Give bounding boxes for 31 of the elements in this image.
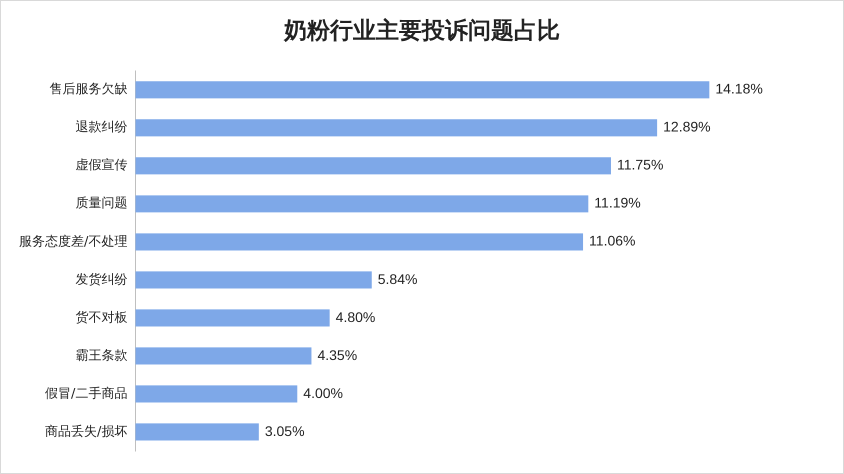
bar xyxy=(135,195,588,212)
data-label: 11.06% xyxy=(589,232,636,249)
y-tick-label: 服务态度差/不处理 xyxy=(18,233,128,250)
data-label: 4.00% xyxy=(303,384,343,401)
data-label: 11.19% xyxy=(594,194,641,211)
data-label: 4.80% xyxy=(336,308,376,325)
bar xyxy=(135,81,710,98)
y-tick-label: 假冒/二手商品 xyxy=(44,386,128,402)
y-tick-label: 霸王条款 xyxy=(75,348,128,364)
bar xyxy=(135,157,611,174)
data-label: 12.89% xyxy=(663,118,711,135)
y-tick-label: 质量问题 xyxy=(75,196,128,212)
data-label: 3.05% xyxy=(264,422,305,439)
bar xyxy=(135,423,259,441)
data-label: 4.35% xyxy=(317,346,358,363)
bar xyxy=(135,119,658,136)
y-tick-label: 虚假宣传 xyxy=(75,157,128,174)
bar xyxy=(135,347,312,365)
bar xyxy=(135,309,330,326)
y-tick-label: 发货纠纷 xyxy=(75,272,128,288)
y-tick-label: 退款纠纷 xyxy=(75,120,128,136)
data-label: 14.18% xyxy=(715,80,763,97)
bar xyxy=(135,271,372,288)
y-tick-label: 货不对板 xyxy=(75,310,128,326)
bar xyxy=(135,385,298,403)
y-tick-label: 商品丢失/损坏 xyxy=(44,424,128,440)
data-label: 11.75% xyxy=(616,156,664,173)
bar xyxy=(135,233,584,250)
data-label: 5.84% xyxy=(378,270,418,287)
chart-title: 奶粉行业主要投诉问题占比 xyxy=(282,17,561,45)
y-tick-label: 售后服务欠缺 xyxy=(49,82,128,98)
